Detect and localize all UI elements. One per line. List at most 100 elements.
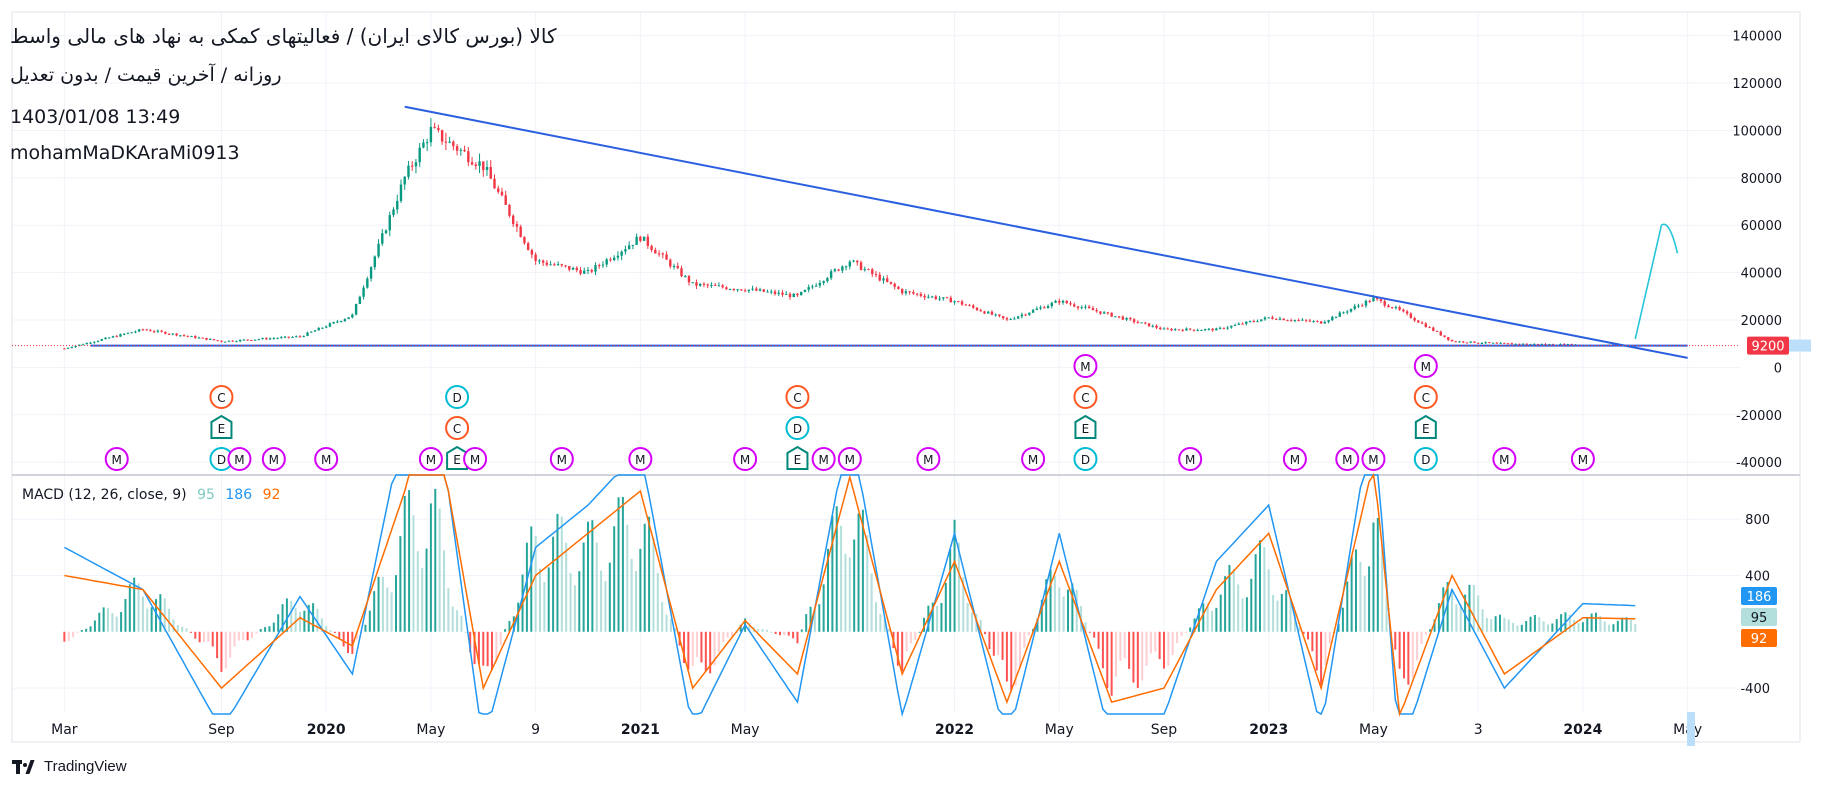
candle-body xyxy=(568,265,571,270)
trendline-resistance xyxy=(404,105,1688,359)
event-letter: D xyxy=(1081,453,1090,467)
histogram-bar xyxy=(1381,547,1384,632)
histogram-bar xyxy=(525,542,528,632)
histogram-bar xyxy=(1616,620,1619,632)
histogram-bar xyxy=(731,631,733,636)
histogram-bar xyxy=(1267,569,1270,632)
macd-legend[interactable]: MACD (12, 26, close, 9) 95 186 92 xyxy=(22,487,286,503)
candle-body xyxy=(310,331,313,333)
histogram-bar xyxy=(560,516,563,632)
event-letter: D xyxy=(1421,453,1430,467)
candle-body xyxy=(1432,327,1435,331)
candle-body xyxy=(1372,297,1375,302)
price-axis[interactable]: 140000 120000 100000 80000 60000 40000 20000 0 -… xyxy=(1732,30,1811,471)
candle-body xyxy=(863,269,866,271)
candle-body xyxy=(620,251,623,256)
candle-body xyxy=(852,260,855,262)
candle-body xyxy=(96,340,100,342)
histogram-bar xyxy=(656,573,659,632)
candle-body xyxy=(1177,329,1181,331)
histogram-bar xyxy=(857,513,860,632)
candle-body xyxy=(874,273,878,275)
event-marker-m xyxy=(227,447,252,471)
histogram-bar xyxy=(1603,621,1606,632)
histogram-bar xyxy=(159,594,162,632)
event-letter: M xyxy=(1290,453,1300,467)
candle-body xyxy=(362,287,365,297)
histogram-bar xyxy=(211,631,214,647)
candle-body xyxy=(1065,300,1068,304)
candle-body xyxy=(1417,320,1420,323)
histogram-bar xyxy=(429,503,432,632)
histogram-bar xyxy=(464,631,467,633)
candle-body xyxy=(1484,342,1487,344)
chart-datetime: 1403/01/08 13:49 xyxy=(10,106,181,128)
candle-body xyxy=(515,224,519,227)
histogram-bar xyxy=(1097,631,1100,649)
candle-body xyxy=(1278,318,1282,320)
candle-body xyxy=(186,335,189,337)
candle-body xyxy=(915,293,919,295)
candle-body xyxy=(433,126,436,128)
time-tick-label: 2022 xyxy=(935,722,974,738)
histogram-bar xyxy=(669,619,672,632)
histogram-bar xyxy=(556,513,559,632)
candle-body xyxy=(1203,329,1207,331)
candle-body xyxy=(841,266,844,271)
price-tick-label: 80000 xyxy=(1741,172,1782,187)
histogram-bar xyxy=(128,584,131,632)
candle-body xyxy=(1525,343,1529,345)
histogram-bar xyxy=(1093,631,1096,638)
histogram-bar xyxy=(307,604,310,632)
candle-body xyxy=(171,333,175,335)
candle-body xyxy=(452,141,455,147)
candle-body xyxy=(811,286,814,288)
candle-body xyxy=(994,314,997,316)
candle-body xyxy=(736,289,739,291)
histogram-bar xyxy=(1307,631,1309,640)
tradingview-brand[interactable]: TradingView xyxy=(12,758,127,775)
histogram-bar xyxy=(1110,631,1113,696)
candle-body xyxy=(1222,327,1226,329)
candle-body xyxy=(1241,323,1244,325)
histogram-bar xyxy=(587,521,589,632)
histogram-bar xyxy=(421,567,424,632)
candle-body xyxy=(280,337,283,339)
histogram-bar xyxy=(1485,618,1488,632)
candle-body xyxy=(160,330,163,332)
event-letter: M xyxy=(1499,453,1509,467)
candle-body xyxy=(1473,341,1476,343)
candle-body xyxy=(313,330,317,332)
projection-arrow xyxy=(1634,223,1679,340)
histogram-bar xyxy=(1403,631,1405,679)
histogram-bar xyxy=(1171,631,1174,656)
macd-axis[interactable]: 800 400 -400 186 95 92 xyxy=(1740,513,1777,697)
candle-body xyxy=(665,254,668,260)
macd-legend-hist: 95 xyxy=(197,487,215,503)
histogram-bar xyxy=(639,548,642,632)
histogram-bar xyxy=(1328,631,1331,644)
time-axis[interactable]: Mar Sep 2020 May 9 2021 May 2022 May Sep 2023 May 3 2… xyxy=(51,712,1702,746)
candle-body xyxy=(1016,316,1020,319)
candle-body xyxy=(564,265,567,267)
candle-body xyxy=(347,317,350,320)
histogram-bar xyxy=(1407,631,1410,685)
histogram-bar xyxy=(229,631,232,658)
histogram-bar xyxy=(923,617,925,632)
histogram-bar xyxy=(984,631,987,635)
histogram-bar xyxy=(704,631,707,672)
histogram-bar xyxy=(962,577,965,632)
macd-tick-label: -400 xyxy=(1740,682,1770,697)
histogram-bar xyxy=(1621,617,1624,632)
candle-body xyxy=(1518,343,1521,345)
histogram-bar xyxy=(412,515,415,632)
histogram-bar xyxy=(386,587,389,632)
histogram-bar xyxy=(1311,631,1314,652)
histogram-bar xyxy=(1346,581,1349,632)
candle-body xyxy=(1413,318,1416,321)
candle-body xyxy=(710,284,713,286)
candle-body xyxy=(1046,306,1050,309)
histogram-bar xyxy=(582,542,585,632)
candle-body xyxy=(1260,319,1263,322)
candle-body xyxy=(1402,309,1405,312)
